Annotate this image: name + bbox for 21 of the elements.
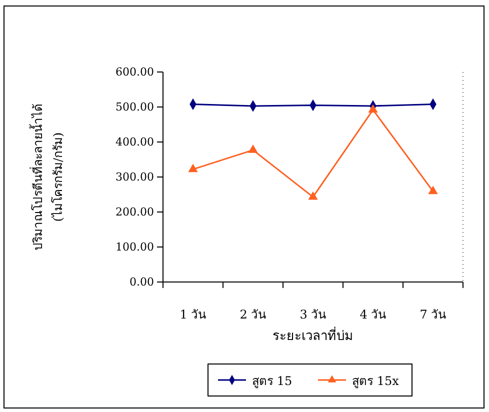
x-tick-label: 3 วัน — [300, 308, 326, 322]
point — [248, 144, 258, 153]
point — [308, 191, 318, 200]
x-tick-label: 1 วัน — [180, 308, 206, 322]
x-tick-label: 4 วัน — [360, 308, 386, 322]
x-tick-label: 7 วัน — [420, 308, 446, 322]
legend-label: สูตร 15 — [252, 374, 292, 389]
y-tick-label: 100.00 — [116, 240, 154, 254]
legend-label: สูตร 15x — [352, 374, 400, 389]
y-axis-title: ปริมาณโปรตีนที่ละลายน้ำได้ (ไมโครกรัม/กรัม) — [29, 104, 65, 250]
y-tick-label: 300.00 — [116, 170, 154, 184]
y-tick-label: 0.00 — [130, 276, 154, 289]
y-tick-label: 600.00 — [116, 66, 154, 79]
y-tick-label: 500.00 — [116, 100, 154, 114]
point — [188, 164, 198, 172]
point — [428, 186, 438, 194]
x-tick-label: 2 วัน — [240, 308, 266, 322]
point — [368, 104, 378, 113]
y-tick-label: 400.00 — [116, 136, 154, 149]
x-axis-title: ระยะเวลาที่บ่ม — [272, 327, 354, 344]
y-tick-label: 200.00 — [116, 206, 154, 219]
